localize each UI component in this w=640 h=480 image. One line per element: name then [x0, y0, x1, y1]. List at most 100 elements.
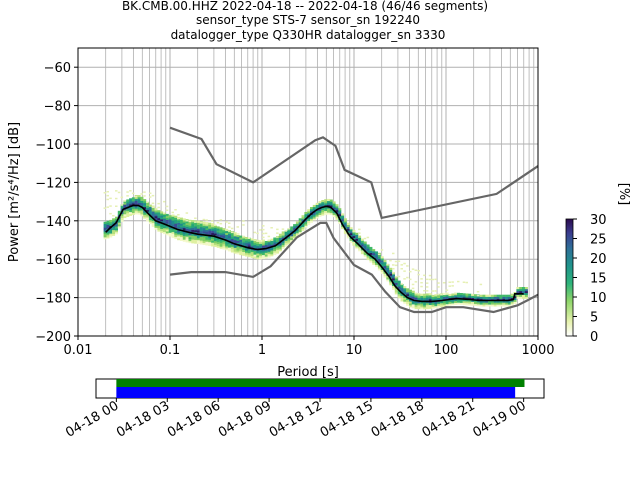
density-cell [202, 231, 206, 234]
density-cell [343, 226, 347, 229]
density-halo-cell [394, 264, 398, 267]
density-cell [168, 222, 172, 226]
density-cell [482, 304, 486, 307]
density-cell [522, 296, 525, 299]
density-cell [420, 295, 424, 298]
density-cell [327, 210, 330, 213]
density-cell [352, 232, 356, 235]
density-cell [301, 219, 305, 222]
density-cell [219, 240, 223, 243]
density-cell [194, 230, 198, 233]
density-cell [157, 217, 161, 221]
density-halo-cell [171, 211, 174, 214]
density-cell [310, 210, 313, 214]
density-halo-cell [151, 202, 155, 205]
density-cell [276, 241, 280, 244]
density-cell [177, 230, 181, 233]
density-cell [233, 241, 237, 244]
density-cell [270, 250, 274, 253]
density-cell [298, 229, 302, 233]
density-cell [327, 208, 330, 211]
density-cell [403, 288, 407, 291]
density-cell [454, 295, 458, 298]
density-halo-cell [392, 252, 395, 255]
density-cell [327, 212, 330, 215]
density-cell [174, 215, 178, 218]
density-cell [417, 301, 421, 304]
density-halo-cell [143, 195, 146, 197]
density-cell [208, 232, 212, 235]
density-cell [264, 241, 268, 244]
density-cell [519, 294, 523, 297]
density-cell [262, 249, 265, 252]
density-cell [321, 213, 325, 216]
density-cell [304, 225, 308, 228]
density-halo-cell [247, 237, 251, 239]
density-cell [154, 214, 158, 217]
density-cell [307, 222, 311, 225]
density-cell [293, 231, 297, 234]
density-cell [293, 227, 297, 231]
density-cell [465, 295, 469, 298]
density-cell [394, 288, 398, 291]
density-cell [386, 277, 390, 280]
density-cell [366, 256, 370, 259]
density-halo-cell [151, 206, 155, 208]
density-cell [278, 233, 282, 236]
density-cell [196, 224, 200, 227]
density-cell [120, 217, 124, 220]
density-cell [276, 249, 280, 252]
density-cell [160, 213, 164, 216]
density-halo-cell [442, 282, 446, 284]
density-cell [196, 236, 200, 239]
density-cell [199, 234, 203, 237]
density-halo-cell [253, 231, 256, 234]
density-halo-cell [146, 201, 149, 203]
density-cell [406, 301, 410, 304]
density-cell [216, 243, 220, 246]
density-cell [129, 209, 133, 213]
density-cell [148, 204, 152, 207]
density-halo-cell [434, 290, 437, 292]
density-cell [524, 292, 528, 295]
density-cell [507, 294, 511, 297]
density-halo-cell [115, 205, 118, 207]
density-cell [434, 298, 438, 301]
density-cell [425, 306, 429, 310]
density-cell [287, 240, 291, 243]
density-halo-cell [425, 286, 429, 288]
timeline-tick-label: 04-18 06 [165, 398, 223, 440]
plot-area: 0.01 0.1 1 10 100 1000 −60 −80 −100 −120 −140 −160… [35, 47, 555, 358]
density-cell [262, 245, 265, 248]
density-cell [321, 211, 325, 214]
density-cell [216, 245, 220, 248]
density-cell [205, 227, 209, 231]
density-cell [293, 235, 297, 238]
density-cell [185, 232, 189, 235]
density-cell [409, 299, 412, 302]
density-cell [129, 200, 133, 203]
density-halo-cell [414, 269, 418, 271]
density-cell [298, 218, 302, 221]
density-cell [199, 230, 203, 233]
density-cell [510, 303, 514, 306]
density-cell [380, 260, 384, 263]
density-cell [496, 294, 500, 297]
density-cell [290, 228, 294, 231]
density-cell [417, 295, 421, 298]
density-cell [230, 240, 234, 243]
density-cell [211, 225, 215, 228]
density-cell [126, 212, 130, 216]
density-cell [507, 302, 511, 305]
density-cell [358, 241, 362, 244]
density-cell [284, 240, 288, 243]
density-cell [177, 232, 181, 235]
density-halo-cell [417, 270, 420, 272]
density-cell [228, 235, 231, 238]
density-cell [505, 302, 509, 305]
density-cell [208, 238, 212, 241]
density-cell [510, 295, 514, 298]
density-cell [471, 299, 475, 302]
density-cell [278, 243, 282, 246]
density-cell [131, 201, 135, 204]
